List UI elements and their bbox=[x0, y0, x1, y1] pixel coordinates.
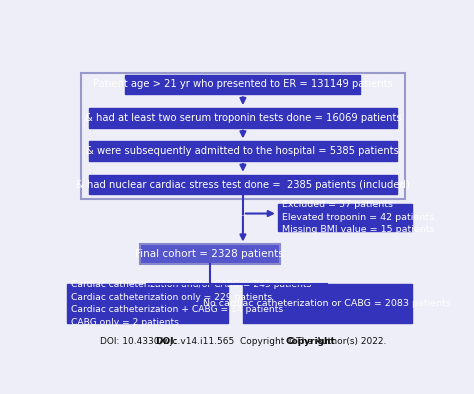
FancyBboxPatch shape bbox=[140, 244, 280, 264]
Text: Cardiac catheterization and/or CABG = 245 patients
Cardiac catheterization only : Cardiac catheterization and/or CABG = 24… bbox=[71, 281, 311, 327]
FancyBboxPatch shape bbox=[125, 74, 360, 94]
FancyBboxPatch shape bbox=[243, 284, 412, 323]
FancyBboxPatch shape bbox=[89, 141, 397, 161]
Text: DOI:: DOI: bbox=[155, 337, 178, 346]
Text: Excluded = 57 patients
Elevated troponin = 42 patients
Missing BMI value = 15 pa: Excluded = 57 patients Elevated troponin… bbox=[282, 201, 435, 234]
Text: & had at least two serum troponin tests done = 16069 patients: & had at least two serum troponin tests … bbox=[85, 113, 401, 123]
FancyBboxPatch shape bbox=[278, 204, 412, 231]
Text: DOI: 10.4330/wjc.v14.i11.565  Copyright ©The Author(s) 2022.: DOI: 10.4330/wjc.v14.i11.565 Copyright ©… bbox=[100, 337, 386, 346]
Text: & had nuclear cardiac stress test done =  2385 patients (included): & had nuclear cardiac stress test done =… bbox=[76, 180, 410, 190]
FancyBboxPatch shape bbox=[66, 284, 228, 323]
FancyBboxPatch shape bbox=[89, 175, 397, 194]
FancyBboxPatch shape bbox=[89, 108, 397, 128]
Text: & were subsequently admitted to the hospital = 5385 patients: & were subsequently admitted to the hosp… bbox=[86, 146, 400, 156]
Text: Final cohort = 2328 patients: Final cohort = 2328 patients bbox=[136, 249, 284, 259]
Text: No cardiac catheterization or CABG = 2083 patients: No cardiac catheterization or CABG = 208… bbox=[203, 299, 451, 308]
Text: Patient age > 21 yr who presented to ER = 131149 patients: Patient age > 21 yr who presented to ER … bbox=[93, 80, 393, 89]
Text: Copyright: Copyright bbox=[286, 337, 336, 346]
